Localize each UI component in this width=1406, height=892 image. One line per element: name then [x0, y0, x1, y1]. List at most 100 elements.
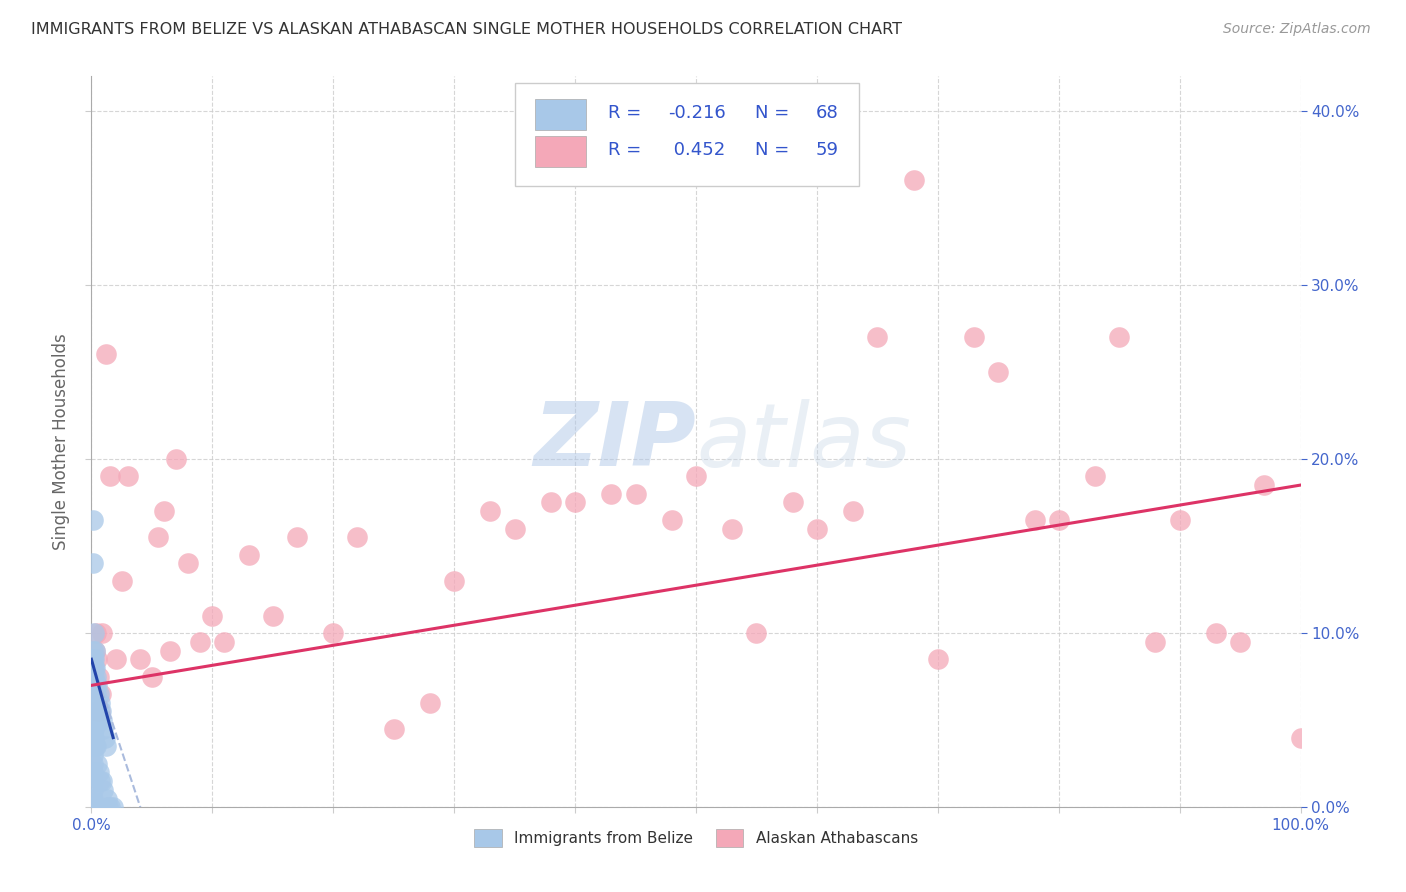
Point: [82, 670, 104, 684]
Point: [214, 635, 236, 649]
Point: [111, 574, 132, 588]
Point: [806, 522, 828, 536]
Point: [165, 452, 187, 467]
Text: 0.452: 0.452: [668, 141, 725, 159]
Point: [1253, 478, 1275, 492]
Point: [84, 713, 107, 727]
Point: [685, 469, 707, 483]
Point: [86, 678, 108, 692]
Point: [83, 705, 105, 719]
Point: [90, 705, 112, 719]
Point: [177, 557, 200, 571]
Point: [83, 670, 105, 684]
Point: [82, 687, 104, 701]
Point: [540, 495, 562, 509]
Point: [82, 782, 104, 797]
Point: [96, 791, 118, 805]
Point: [84, 687, 107, 701]
Point: [83, 626, 105, 640]
Point: [117, 469, 139, 483]
Text: N =: N =: [755, 141, 796, 159]
Point: [82, 696, 104, 710]
Point: [93, 731, 115, 745]
Point: [963, 330, 986, 344]
Point: [82, 713, 104, 727]
Point: [82, 747, 104, 762]
Point: [87, 765, 110, 780]
Point: [262, 608, 284, 623]
Point: [86, 705, 108, 719]
Point: [84, 626, 107, 640]
Point: [745, 626, 768, 640]
Point: [84, 661, 107, 675]
Point: [188, 635, 211, 649]
Bar: [536, 99, 586, 130]
Point: [87, 687, 110, 701]
Point: [1024, 513, 1046, 527]
Point: [842, 504, 865, 518]
Point: [94, 739, 117, 754]
Text: atlas: atlas: [696, 399, 911, 484]
Point: [322, 626, 344, 640]
Point: [83, 661, 105, 675]
Point: [93, 782, 115, 797]
Point: [91, 626, 114, 640]
Point: [866, 330, 889, 344]
Point: [86, 652, 108, 666]
Point: [721, 522, 744, 536]
Point: [83, 652, 105, 666]
Point: [201, 608, 224, 623]
Point: [82, 791, 104, 805]
Text: N =: N =: [755, 104, 796, 122]
Point: [146, 530, 169, 544]
Text: R =: R =: [607, 104, 647, 122]
Point: [82, 739, 104, 754]
Point: [82, 800, 104, 814]
Point: [83, 696, 105, 710]
Point: [91, 713, 114, 727]
Point: [903, 173, 925, 187]
Point: [600, 487, 623, 501]
Point: [83, 713, 105, 727]
Point: [82, 756, 104, 771]
Point: [84, 739, 107, 754]
Point: [1047, 513, 1070, 527]
Point: [91, 774, 114, 789]
Point: [661, 513, 683, 527]
Point: [1084, 469, 1107, 483]
Point: [80, 652, 103, 666]
Point: [97, 800, 120, 814]
Point: [141, 670, 163, 684]
Point: [94, 347, 117, 361]
Point: [84, 643, 107, 657]
Point: [503, 522, 526, 536]
Point: [82, 765, 104, 780]
Y-axis label: Single Mother Households: Single Mother Households: [52, 334, 70, 549]
Point: [624, 487, 647, 501]
Point: [93, 722, 115, 736]
Point: [84, 643, 107, 657]
Point: [86, 696, 108, 710]
Point: [80, 713, 103, 727]
Point: [84, 670, 107, 684]
Point: [564, 495, 586, 509]
Point: [87, 705, 110, 719]
Point: [82, 795, 104, 809]
Point: [89, 774, 111, 789]
Point: [87, 670, 110, 684]
Text: R =: R =: [607, 141, 647, 159]
Point: [84, 678, 107, 692]
Point: [1229, 635, 1251, 649]
Point: [82, 678, 104, 692]
Point: [101, 800, 124, 814]
Point: [82, 800, 104, 814]
Point: [927, 652, 949, 666]
Point: [98, 469, 121, 483]
Point: [89, 713, 111, 727]
Legend: Immigrants from Belize, Alaskan Athabascans: Immigrants from Belize, Alaskan Athabasc…: [467, 822, 925, 855]
Point: [419, 696, 441, 710]
Text: Source: ZipAtlas.com: Source: ZipAtlas.com: [1223, 22, 1371, 37]
Bar: [536, 136, 586, 167]
Point: [82, 774, 104, 789]
Text: 68: 68: [815, 104, 838, 122]
